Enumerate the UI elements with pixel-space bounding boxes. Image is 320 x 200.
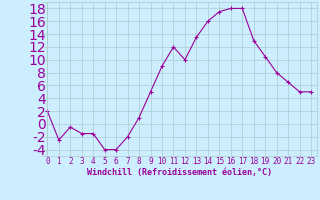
X-axis label: Windchill (Refroidissement éolien,°C): Windchill (Refroidissement éolien,°C) (87, 168, 272, 177)
